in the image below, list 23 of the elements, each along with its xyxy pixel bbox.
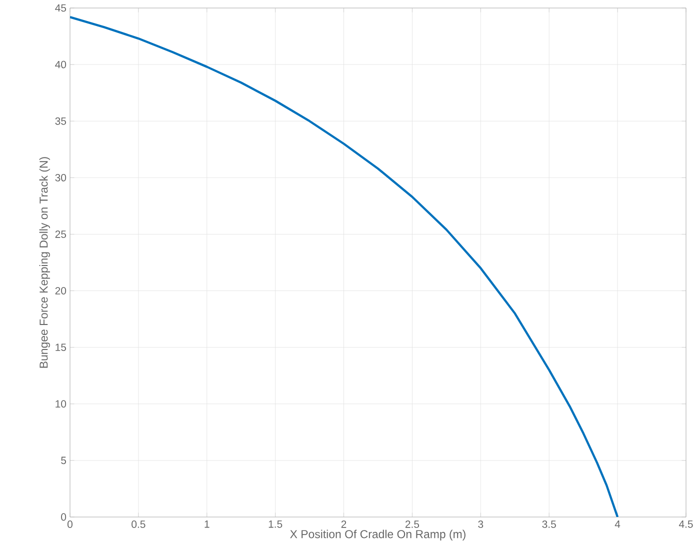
x-tick-label: 2 bbox=[341, 520, 346, 528]
x-tick-label: 4 bbox=[614, 520, 620, 528]
y-tick-label: 45 bbox=[55, 4, 66, 12]
y-tick-label: 30 bbox=[55, 174, 66, 182]
x-tick-label: 0 bbox=[67, 520, 72, 528]
x-tick-label: 0.5 bbox=[132, 520, 146, 528]
x-tick-label: 3 bbox=[478, 520, 484, 528]
y-tick-label: 40 bbox=[55, 60, 66, 68]
x-tick-label: 2.5 bbox=[405, 520, 420, 528]
y-tick-label: 5 bbox=[61, 456, 66, 464]
x-tick-label: 4.5 bbox=[678, 520, 693, 528]
y-tick-label: 25 bbox=[55, 230, 66, 238]
y-tick-label: 10 bbox=[56, 400, 66, 408]
x-tick-label: 1.5 bbox=[268, 520, 282, 528]
y-tick-label: 15 bbox=[56, 344, 66, 351]
x-tick-label: 1 bbox=[204, 520, 210, 528]
y-tick-label: 20 bbox=[55, 287, 66, 294]
x-axis-title: X Position Of Cradle On Ramp (m) bbox=[290, 530, 466, 540]
y-tick-label: 0 bbox=[61, 513, 66, 521]
y-axis-title: Bungee Force Kepping Dolly on Track (N) bbox=[39, 157, 50, 368]
line-series bbox=[70, 16, 619, 517]
x-tick-label: 3.5 bbox=[542, 520, 556, 528]
y-tick-label: 35 bbox=[55, 117, 66, 125]
